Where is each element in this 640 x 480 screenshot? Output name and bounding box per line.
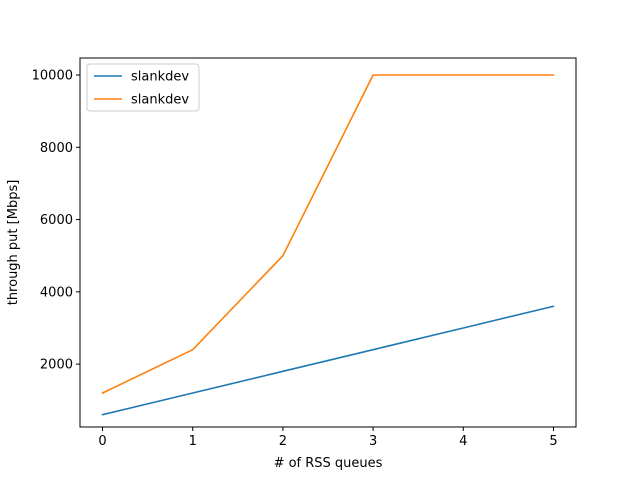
plot-area <box>80 58 576 427</box>
y-axis: 2000 4000 6000 8000 10000 <box>32 68 80 373</box>
series-layer <box>101 74 555 416</box>
x-axis-label: # of RSS queues <box>274 456 383 471</box>
y-tick-label: 4000 <box>40 285 73 300</box>
y-tick-label: 8000 <box>40 141 73 156</box>
x-tick-label: 0 <box>98 434 106 449</box>
y-tick-label: 10000 <box>32 68 73 83</box>
series-line-1 <box>101 74 555 395</box>
x-tick-label: 5 <box>549 434 557 449</box>
x-axis: 0 1 2 3 4 5 <box>98 427 558 449</box>
legend-label-1: slankdev <box>131 93 189 108</box>
x-tick-label: 3 <box>369 434 377 449</box>
y-tick-label: 6000 <box>40 213 73 228</box>
y-axis-label: through put [Mbps] <box>6 180 21 306</box>
legend-label-0: slankdev <box>131 70 189 85</box>
y-tick-label: 2000 <box>40 358 73 373</box>
plot-frame <box>79 57 577 428</box>
x-tick-label: 4 <box>459 434 467 449</box>
x-tick-label: 2 <box>279 434 287 449</box>
legend: slankdev slankdev <box>86 63 200 112</box>
series-line-0 <box>101 305 555 416</box>
x-tick-label: 1 <box>189 434 197 449</box>
